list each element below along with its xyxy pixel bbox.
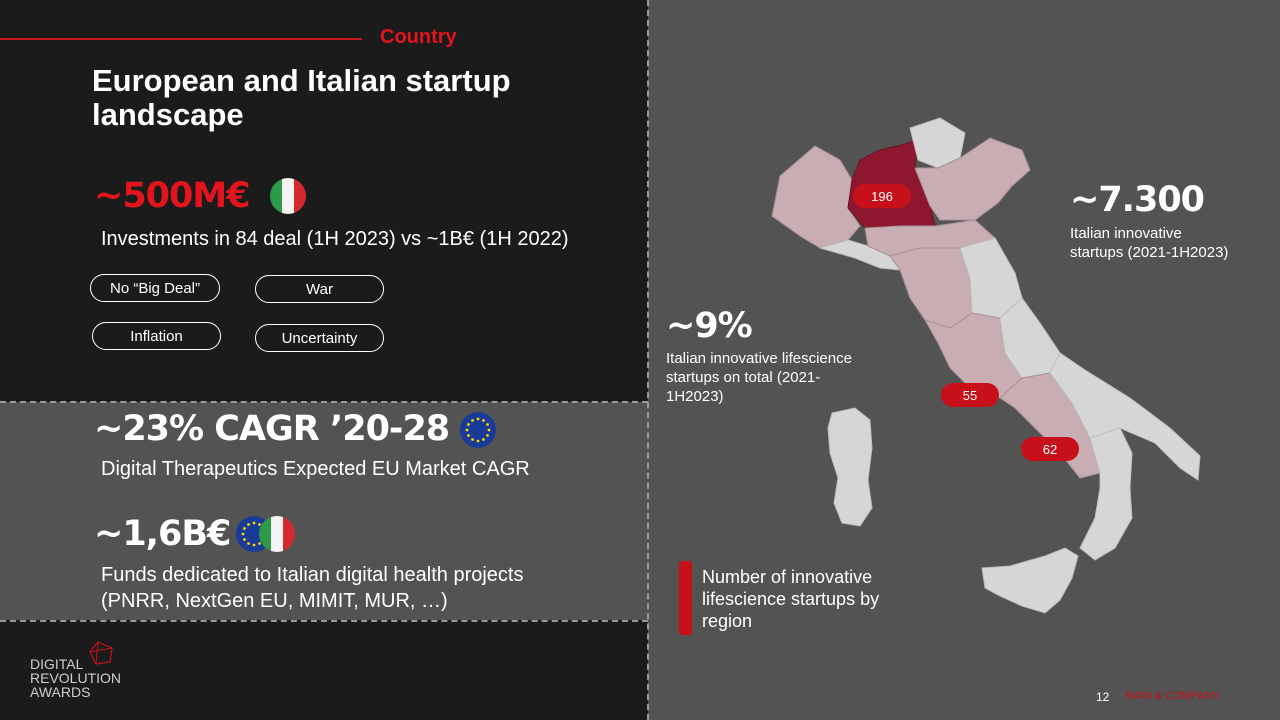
startups-label-line1: Italian innovative	[1070, 225, 1182, 242]
investments-value: ~500M€	[94, 176, 251, 216]
logo-line1: DIGITAL	[30, 656, 84, 672]
funds-value: ~1,6B€	[94, 514, 231, 554]
legend-line2: lifescience startups by	[702, 589, 880, 609]
page-title: European and Italian startup landscape	[92, 63, 511, 132]
lifescience-value: ~9%	[666, 306, 753, 346]
horizontal-divider-bottom	[0, 620, 648, 622]
italy-flag-icon-2	[259, 516, 295, 552]
pill-war: War	[255, 275, 384, 303]
legend-swatch	[679, 561, 692, 635]
legend-line1: Number of innovative	[702, 567, 873, 587]
investments-description: Investments in 84 deal (1H 2023) vs ~1B€…	[101, 228, 569, 250]
map-region-sardinia	[827, 407, 873, 527]
logo-line2: REVOLUTION	[30, 670, 122, 686]
startups-label-line2: startups (2021-1H2023)	[1070, 244, 1229, 261]
startups-value: ~7.300	[1070, 180, 1205, 220]
horizontal-divider-top	[0, 401, 648, 403]
lifescience-label-line1: Italian innovative lifescience	[666, 350, 852, 367]
digital-revolution-awards-logo	[89, 641, 113, 665]
section-label: Country	[380, 26, 457, 48]
left-bottom-panel	[0, 620, 648, 720]
region-badge-lazio: 55	[941, 383, 999, 407]
lifescience-label-line2: startups on total (2021-	[666, 369, 821, 386]
map-region-sicily	[981, 547, 1079, 614]
map-region-northwest	[771, 145, 861, 249]
funds-description-line2: (PNRR, NextGen EU, MIMIT, MUR, …)	[101, 590, 448, 612]
italy-flag-icon	[270, 178, 306, 214]
pill-no-big-deal: No “Big Deal”	[90, 274, 220, 302]
region-badge-campania: 62	[1021, 437, 1079, 461]
left-top-panel	[0, 0, 648, 402]
logo-text: DIGITAL REVOLUTION AWARDS	[30, 657, 121, 699]
map-region-south	[1079, 427, 1133, 561]
legend-text: Number of innovative lifescience startup…	[702, 566, 922, 632]
lifescience-label-line3: 1H2023)	[666, 388, 724, 405]
eu-flag-icon	[460, 412, 496, 448]
left-middle-panel	[0, 402, 648, 620]
vertical-divider	[647, 0, 649, 720]
region-badge-lombardy: 196	[853, 184, 911, 208]
cagr-value: ~23% CAGR ’20-28	[94, 409, 450, 449]
logo-line3: AWARDS	[30, 684, 91, 700]
page-number: 12	[1096, 690, 1110, 704]
map-region-northeast	[914, 137, 1031, 221]
legend-line3: region	[702, 611, 753, 631]
pill-inflation: Inflation	[92, 322, 221, 350]
header-rule	[0, 38, 362, 40]
map-region-tuscany	[889, 247, 973, 329]
footer-brand: BAIN & COMPANY	[1126, 690, 1220, 702]
funds-description-line1: Funds dedicated to Italian digital healt…	[101, 564, 524, 586]
italy-map	[771, 117, 1201, 614]
pill-uncertainty: Uncertainty	[255, 324, 384, 352]
cagr-description: Digital Therapeutics Expected EU Market …	[101, 458, 530, 480]
